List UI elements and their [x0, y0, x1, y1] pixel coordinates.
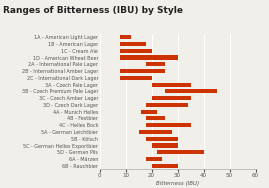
Bar [146, 157, 162, 161]
Bar [151, 143, 178, 148]
Bar [139, 130, 172, 134]
Bar [120, 35, 131, 39]
Bar [120, 69, 165, 73]
Bar [120, 55, 178, 60]
Bar [146, 123, 190, 127]
Bar [120, 76, 151, 80]
Bar [157, 150, 204, 154]
Bar [146, 103, 188, 107]
Bar [146, 137, 178, 141]
Text: Ranges of Bitterness (IBU) by Style: Ranges of Bitterness (IBU) by Style [3, 6, 183, 15]
Bar [120, 42, 146, 46]
Bar [120, 49, 151, 53]
X-axis label: Bitterness (IBU): Bitterness (IBU) [156, 181, 199, 186]
Bar [146, 62, 165, 66]
Bar [151, 164, 178, 168]
Bar [151, 96, 190, 100]
Bar [146, 116, 165, 121]
Bar [165, 89, 217, 93]
Bar [141, 110, 157, 114]
Bar [151, 83, 190, 87]
